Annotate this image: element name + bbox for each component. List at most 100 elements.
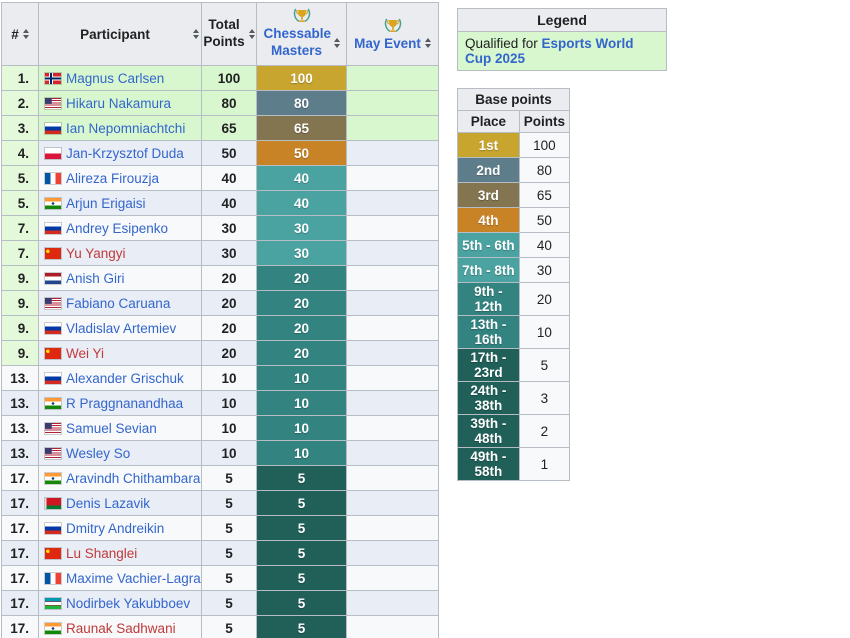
place-cell: 2nd bbox=[457, 157, 520, 183]
rank-cell: 4. bbox=[1, 140, 39, 166]
rank-cell: 17. bbox=[1, 565, 39, 591]
sort-icon[interactable] bbox=[248, 29, 255, 39]
points-cell: 100 bbox=[518, 132, 571, 158]
chessable-points-cell: 10 bbox=[256, 440, 347, 466]
place-cell: 1st bbox=[457, 132, 520, 158]
player-link[interactable]: Maxime Vachier-Lagrave bbox=[66, 570, 202, 586]
participant-cell: Aravindh Chithambaram bbox=[38, 465, 202, 491]
player-link[interactable]: Alexander Grischuk bbox=[66, 370, 184, 386]
may-event-cell bbox=[346, 415, 439, 441]
table-row: 1. Magnus Carlsen 100 100 bbox=[1, 65, 439, 91]
participant-cell: Vladislav Artemiev bbox=[38, 315, 202, 341]
table-row: 7. Yu Yangyi 30 30 bbox=[1, 240, 439, 266]
participant-cell: Alireza Firouzja bbox=[38, 165, 202, 191]
total-points-cell: 40 bbox=[201, 190, 257, 216]
table-row: 13. Wesley So 10 10 bbox=[1, 440, 439, 466]
player-link[interactable]: Wei Yi bbox=[66, 345, 105, 361]
rank-cell: 2. bbox=[1, 90, 39, 116]
rank-cell: 9. bbox=[1, 340, 39, 366]
player-link[interactable]: Magnus Carlsen bbox=[66, 70, 165, 86]
player-link[interactable]: Vladislav Artemiev bbox=[66, 320, 177, 336]
rank-cell: 13. bbox=[1, 390, 39, 416]
sort-icon[interactable] bbox=[424, 38, 431, 48]
chessable-points-cell: 100 bbox=[256, 65, 347, 91]
base-points-row: 4th 50 bbox=[457, 207, 571, 233]
player-link[interactable]: Anish Giri bbox=[66, 270, 125, 286]
standings-header-row: # Participant Total Points bbox=[1, 2, 439, 66]
table-row: 9. Wei Yi 20 20 bbox=[1, 340, 439, 366]
flag-us-icon bbox=[45, 422, 61, 434]
table-row: 2. Hikaru Nakamura 80 80 bbox=[1, 90, 439, 116]
base-points-row: 2nd 80 bbox=[457, 157, 571, 183]
player-link[interactable]: Hikaru Nakamura bbox=[66, 95, 172, 111]
total-points-cell: 100 bbox=[201, 65, 257, 91]
table-row: 5. Alireza Firouzja 40 40 bbox=[1, 165, 439, 191]
player-link[interactable]: Fabiano Caruana bbox=[66, 295, 171, 311]
participant-cell: Wei Yi bbox=[38, 340, 202, 366]
chessable-points-cell: 20 bbox=[256, 290, 347, 316]
player-link[interactable]: Lu Shanglei bbox=[66, 545, 138, 561]
place-cell: 49th - 58th bbox=[457, 447, 520, 481]
player-link[interactable]: R Praggnanandhaa bbox=[66, 395, 184, 411]
player-link[interactable]: Nodirbek Yakubboev bbox=[66, 595, 191, 611]
header-participant: Participant bbox=[38, 2, 202, 66]
base-points-row: 39th - 48th 2 bbox=[457, 414, 571, 448]
header-rank: # bbox=[1, 2, 39, 66]
points-cell: 80 bbox=[518, 157, 571, 183]
player-link[interactable]: Dmitry Andreikin bbox=[66, 520, 165, 536]
player-link[interactable]: Yu Yangyi bbox=[66, 245, 126, 261]
flag-fr-icon bbox=[45, 172, 61, 184]
may-event-link[interactable]: May Event bbox=[354, 35, 421, 51]
table-row: 9. Vladislav Artemiev 20 20 bbox=[1, 315, 439, 341]
rank-header-label: # bbox=[11, 26, 19, 42]
may-event-cell bbox=[346, 240, 439, 266]
chessable-points-cell: 5 bbox=[256, 490, 347, 516]
player-link[interactable]: Andrey Esipenko bbox=[66, 220, 169, 236]
may-event-cell bbox=[346, 215, 439, 241]
total-points-cell: 10 bbox=[201, 415, 257, 441]
total-points-cell: 5 bbox=[201, 465, 257, 491]
may-event-cell bbox=[346, 90, 439, 116]
player-link[interactable]: Jan-Krzysztof Duda bbox=[66, 145, 184, 161]
player-link[interactable]: Wesley So bbox=[66, 445, 131, 461]
header-may-event: May Event bbox=[346, 2, 439, 66]
player-link[interactable]: Arjun Erigaisi bbox=[66, 195, 146, 211]
total-points-cell: 65 bbox=[201, 115, 257, 141]
flag-us-icon bbox=[45, 297, 61, 309]
chessable-masters-link[interactable]: Chessable Masters bbox=[263, 26, 332, 58]
rank-cell: 9. bbox=[1, 315, 39, 341]
sort-icon[interactable] bbox=[333, 38, 340, 48]
rank-cell: 5. bbox=[1, 190, 39, 216]
total-points-cell: 20 bbox=[201, 265, 257, 291]
base-points-row: 1st 100 bbox=[457, 132, 571, 158]
player-link[interactable]: Alireza Firouzja bbox=[66, 170, 160, 186]
player-link[interactable]: Aravindh Chithambaram bbox=[66, 470, 202, 486]
points-cell: 50 bbox=[518, 207, 571, 233]
may-event-cell bbox=[346, 515, 439, 541]
may-event-cell bbox=[346, 465, 439, 491]
player-link[interactable]: Denis Lazavik bbox=[66, 495, 151, 511]
player-link[interactable]: Samuel Sevian bbox=[66, 420, 157, 436]
table-row: 9. Anish Giri 20 20 bbox=[1, 265, 439, 291]
participant-cell: Yu Yangyi bbox=[38, 240, 202, 266]
table-row: 9. Fabiano Caruana 20 20 bbox=[1, 290, 439, 316]
total-points-cell: 10 bbox=[201, 365, 257, 391]
flag-uz-icon bbox=[45, 597, 61, 609]
total-points-header-label: Total Points bbox=[203, 17, 245, 49]
participant-cell: Maxime Vachier-Lagrave bbox=[38, 565, 202, 591]
rank-cell: 13. bbox=[1, 415, 39, 441]
sort-icon[interactable] bbox=[22, 29, 29, 39]
base-points-row: 13th - 16th 10 bbox=[457, 315, 571, 349]
chessable-points-cell: 10 bbox=[256, 390, 347, 416]
table-row: 17. Dmitry Andreikin 5 5 bbox=[1, 515, 439, 541]
sort-icon[interactable] bbox=[193, 29, 199, 39]
player-link[interactable]: Raunak Sadhwani bbox=[66, 620, 176, 636]
base-points-row: 49th - 58th 1 bbox=[457, 447, 571, 481]
player-link[interactable]: Ian Nepomniachtchi bbox=[66, 120, 186, 136]
may-event-cell bbox=[346, 440, 439, 466]
esports-world-cup-link[interactable]: Esports World Cup 2025 bbox=[465, 36, 634, 66]
chessable-points-cell: 5 bbox=[256, 565, 347, 591]
place-cell: 3rd bbox=[457, 182, 520, 208]
total-points-cell: 5 bbox=[201, 515, 257, 541]
